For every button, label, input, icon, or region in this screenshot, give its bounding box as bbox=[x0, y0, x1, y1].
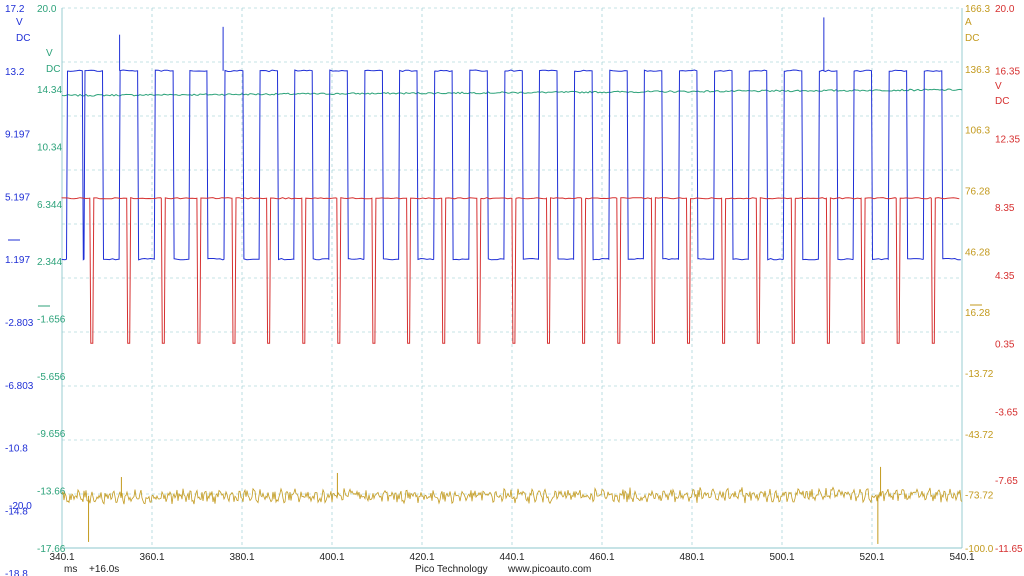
footer: ms +16.0s Pico Technology www.picoauto.c… bbox=[64, 564, 591, 575]
axis-a-tick-label: 17.2 bbox=[5, 4, 25, 15]
axis-d-coupling: DC bbox=[995, 96, 1009, 107]
x-tick-label: 520.1 bbox=[859, 552, 884, 563]
x-axis-ticks: 340.1 360.1 380.1 400.1 420.1 440.1 460.1 480.1… bbox=[49, 552, 974, 563]
axis-c-tick-label: -13.72 bbox=[965, 369, 994, 380]
axis-b-tick-label: -9.656 bbox=[37, 429, 66, 440]
axis-a-tick-label: 9.197 bbox=[5, 130, 30, 141]
axis-d-tick-label: 16.35 bbox=[995, 66, 1020, 77]
axis-a-tick-label: -2.803 bbox=[5, 318, 34, 329]
axis-a-coupling: DC bbox=[16, 33, 30, 44]
trace-channel-a bbox=[61, 69, 961, 261]
axis-b-tick-label: 6.344 bbox=[37, 200, 62, 211]
x-tick-label: 420.1 bbox=[409, 552, 434, 563]
axis-c-tick-label: 106.3 bbox=[965, 126, 990, 137]
x-tick-label: 440.1 bbox=[499, 552, 524, 563]
axis-c-coupling: DC bbox=[965, 33, 979, 44]
x-tick-label: 480.1 bbox=[679, 552, 704, 563]
axis-d-tick-label: -7.65 bbox=[995, 476, 1018, 487]
axis-c-tick-label: 16.28 bbox=[965, 308, 990, 319]
axis-a-tick-label: 1.197 bbox=[5, 255, 30, 266]
x-tick-label: 540.1 bbox=[949, 552, 974, 563]
axis-b-tick-label: 14.34 bbox=[37, 85, 62, 96]
axis-a-tick-label: -10.8 bbox=[5, 444, 28, 455]
axis-c-tick-label: -43.72 bbox=[965, 430, 994, 441]
x-tick-label: 400.1 bbox=[319, 552, 344, 563]
x-tick-label: 340.1 bbox=[49, 552, 74, 563]
axis-b-unit: V bbox=[46, 48, 53, 59]
axis-b-tick-label: 10.34 bbox=[37, 143, 62, 154]
axis-b-tick-label: -5.656 bbox=[37, 372, 66, 383]
axis-d-tick-label: 4.35 bbox=[995, 271, 1015, 282]
axis-c-tick-label: 76.28 bbox=[965, 187, 990, 198]
axis-c-unit: A bbox=[965, 17, 972, 28]
axis-d-unit: V bbox=[995, 81, 1002, 92]
axis-b-coupling: DC bbox=[46, 64, 60, 75]
x-unit-label: ms bbox=[64, 564, 77, 575]
axis-a-tick-label: -6.803 bbox=[5, 381, 34, 392]
axis-b-tick-label: -13.66 bbox=[37, 487, 66, 498]
grid bbox=[61, 7, 963, 549]
x-tick-label: 360.1 bbox=[139, 552, 164, 563]
axis-b-tick-label: 20.0 bbox=[37, 4, 57, 15]
axis-c-tick-label: 46.28 bbox=[965, 247, 990, 258]
x-tick-label: 460.1 bbox=[589, 552, 614, 563]
axis-a-unit: V bbox=[16, 17, 23, 28]
brand-label: Pico Technology bbox=[415, 564, 488, 575]
axis-c-tick-label: -73.72 bbox=[965, 491, 994, 502]
website-label: www.picoauto.com bbox=[507, 564, 591, 575]
x-tick-label: 380.1 bbox=[229, 552, 254, 563]
axis-b-tick-label: -17.66 bbox=[37, 544, 66, 555]
axis-d-tick-label: 8.35 bbox=[995, 203, 1015, 214]
axis-a-tick-label: 5.197 bbox=[5, 192, 30, 203]
axis-a-tick-label: -18.8 bbox=[5, 569, 28, 576]
axis-c-tick-label: 166.3 bbox=[965, 4, 990, 15]
axis-d-tick-label: 12.35 bbox=[995, 135, 1020, 146]
axis-d-tick-label: 0.35 bbox=[995, 339, 1015, 350]
axis-c-tick-label: -100.0 bbox=[965, 544, 994, 555]
traces bbox=[61, 17, 963, 544]
trace-channel-c bbox=[61, 486, 963, 505]
axis-a-tick-label: -14.8 bbox=[5, 506, 28, 517]
trace-channel-d bbox=[61, 197, 960, 344]
axis-a-tick-label: 13.2 bbox=[5, 67, 25, 78]
axis-c-tick-label: 136.3 bbox=[965, 65, 990, 76]
axis-d-tick-label: -11.65 bbox=[995, 544, 1023, 555]
axis-b-tick-label: -1.656 bbox=[37, 315, 66, 326]
axis-d-tick-label: -3.65 bbox=[995, 408, 1018, 419]
axis-labels: 17.2 13.2 9.197 5.197 1.197 -2.803 -6.803 -10.8… bbox=[5, 4, 1023, 576]
axis-d-tick-label: 20.0 bbox=[995, 4, 1015, 15]
x-tick-label: 500.1 bbox=[769, 552, 794, 563]
trace-channel-b bbox=[61, 88, 963, 97]
axis-b-tick-label: 2.344 bbox=[37, 257, 62, 268]
time-offset-label: +16.0s bbox=[89, 564, 119, 575]
axis-b-extra-label: -20.0 bbox=[9, 501, 32, 512]
